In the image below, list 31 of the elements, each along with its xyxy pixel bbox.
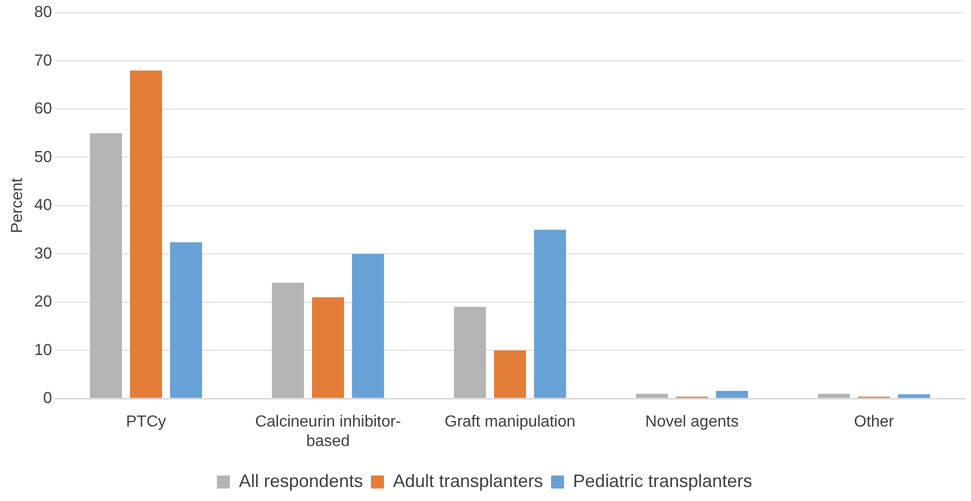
y-tick-label: 60 bbox=[34, 100, 52, 118]
bar bbox=[494, 350, 526, 398]
y-tick-label: 80 bbox=[34, 4, 52, 22]
bar bbox=[898, 394, 930, 398]
legend-label: Pediatric transplanters bbox=[573, 470, 752, 491]
y-tick-label: 40 bbox=[34, 197, 52, 214]
y-tick-label: 20 bbox=[34, 294, 52, 311]
bar bbox=[130, 70, 162, 398]
x-tick-label: PTCy bbox=[126, 414, 166, 431]
y-tick-label: 50 bbox=[34, 148, 52, 166]
bar bbox=[636, 394, 668, 398]
legend-label: All respondents bbox=[238, 470, 363, 491]
x-tick-label: Calcineurin inhibitor-based bbox=[255, 414, 401, 450]
x-tick-label: Novel agents bbox=[645, 414, 739, 431]
bar bbox=[716, 390, 748, 398]
bar bbox=[312, 297, 344, 398]
legend-label: Adult transplanters bbox=[392, 470, 544, 491]
bar bbox=[90, 133, 122, 398]
y-tick-label: 30 bbox=[34, 245, 52, 262]
y-tick-label: 0 bbox=[43, 390, 52, 408]
bar bbox=[170, 242, 202, 398]
bar bbox=[352, 254, 384, 398]
y-tick-label: 70 bbox=[34, 52, 52, 70]
bar bbox=[454, 306, 486, 398]
bar bbox=[534, 230, 566, 398]
bar bbox=[272, 282, 304, 398]
y-axis-title: Percent bbox=[9, 177, 26, 234]
bar bbox=[818, 394, 850, 398]
y-tick-label: 10 bbox=[34, 342, 52, 359]
x-tick-label: Other bbox=[854, 414, 895, 431]
x-tick-label: Graft manipulation bbox=[444, 414, 576, 431]
